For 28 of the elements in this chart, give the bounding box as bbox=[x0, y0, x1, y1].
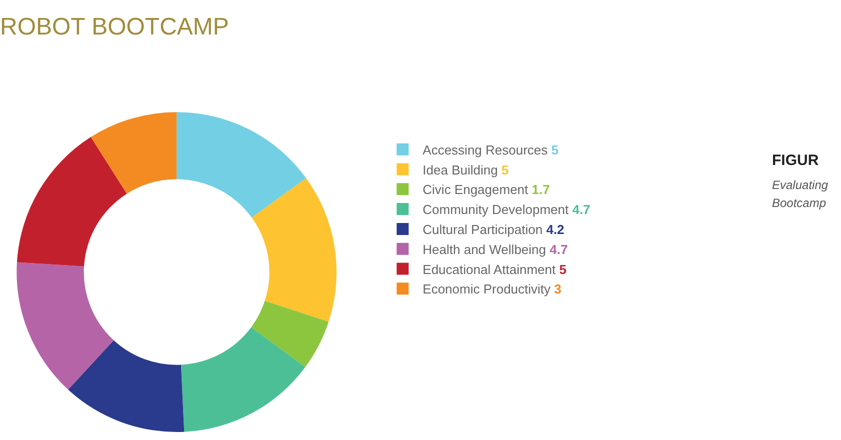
data-label: 3 bbox=[554, 282, 562, 297]
donut-slice bbox=[90, 112, 177, 194]
text: Evaluating bbox=[772, 178, 828, 192]
data-label: 4.7 bbox=[572, 202, 590, 218]
donut-slice bbox=[251, 300, 329, 368]
data-label: 5 bbox=[551, 142, 559, 158]
legend-label: Community Development bbox=[422, 202, 569, 218]
legend-label: Idea Building bbox=[422, 162, 498, 178]
donut-slice bbox=[68, 340, 184, 432]
donut-slice bbox=[16, 262, 114, 390]
chart-title: ROBOT BOOTCAMP bbox=[0, 13, 229, 40]
legend-label: Cultural Participation bbox=[422, 222, 543, 238]
donut-slice bbox=[180, 327, 306, 432]
data-label: 5 bbox=[501, 162, 509, 178]
legend-label: Health and Wellbeing bbox=[422, 242, 546, 257]
data-label: 4.2 bbox=[546, 222, 564, 238]
text: Bootcamp bbox=[772, 196, 826, 210]
legend-label: Accessing Resources bbox=[422, 142, 548, 158]
data-label: 1.7 bbox=[532, 182, 550, 198]
donut-slice bbox=[176, 112, 306, 218]
legend-label: Educational Attainment bbox=[422, 262, 556, 277]
data-label: 5 bbox=[559, 262, 566, 277]
data-label: 4.7 bbox=[550, 242, 568, 257]
legend-label: Economic Productivity bbox=[422, 282, 551, 297]
text: FIGUR bbox=[772, 152, 819, 169]
legend-label: Civic Engagement bbox=[422, 182, 528, 198]
donut-slice bbox=[16, 137, 127, 266]
donut-slice bbox=[252, 178, 336, 322]
